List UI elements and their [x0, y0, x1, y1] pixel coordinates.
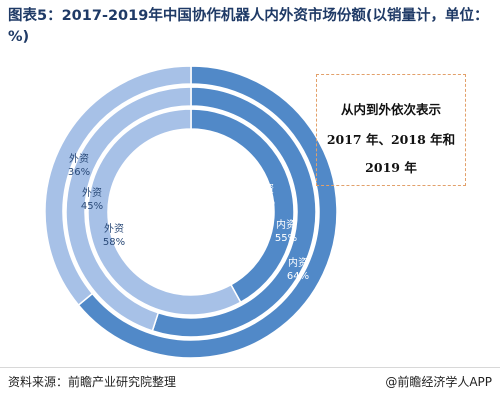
- slice-label-2-1: 外资: [69, 153, 89, 165]
- slice-label-0-1: 外资: [104, 223, 124, 235]
- slice-value-1-0: 55%: [275, 233, 297, 244]
- source-note: 资料来源：前瞻产业研究院整理: [8, 375, 177, 389]
- note-line-3: 2019 年: [365, 160, 417, 175]
- slice-label-2-0: 内资: [288, 256, 308, 269]
- slice-value-0-1: 58%: [103, 237, 125, 248]
- slice-label-0-0: 内资: [254, 182, 274, 195]
- slice-value-2-0: 64%: [287, 271, 309, 282]
- ring-order-note: 从内到外依次表示 2017 年、2018 年和 2019 年: [316, 74, 466, 186]
- slice-2-1: [44, 65, 192, 307]
- brand-credit: @前瞻经济学人APP: [385, 375, 492, 389]
- slice-value-2-1: 36%: [68, 167, 90, 178]
- slice-label-1-1: 外资: [82, 187, 102, 199]
- note-line-2: 2017 年、2018 年和: [326, 132, 456, 147]
- note-line-1: 从内到外依次表示: [340, 102, 441, 117]
- slice-0-1: [87, 108, 242, 316]
- slice-value-0-0: 42%: [253, 197, 275, 208]
- slice-label-1-0: 内资: [276, 218, 296, 231]
- slice-1-1: [65, 86, 192, 332]
- slice-value-1-1: 45%: [81, 201, 103, 212]
- footer-divider: [0, 367, 500, 368]
- chart-title: 图表5：2017-2019年中国协作机器人内外资市场份额(以销量计，单位：%): [8, 8, 489, 45]
